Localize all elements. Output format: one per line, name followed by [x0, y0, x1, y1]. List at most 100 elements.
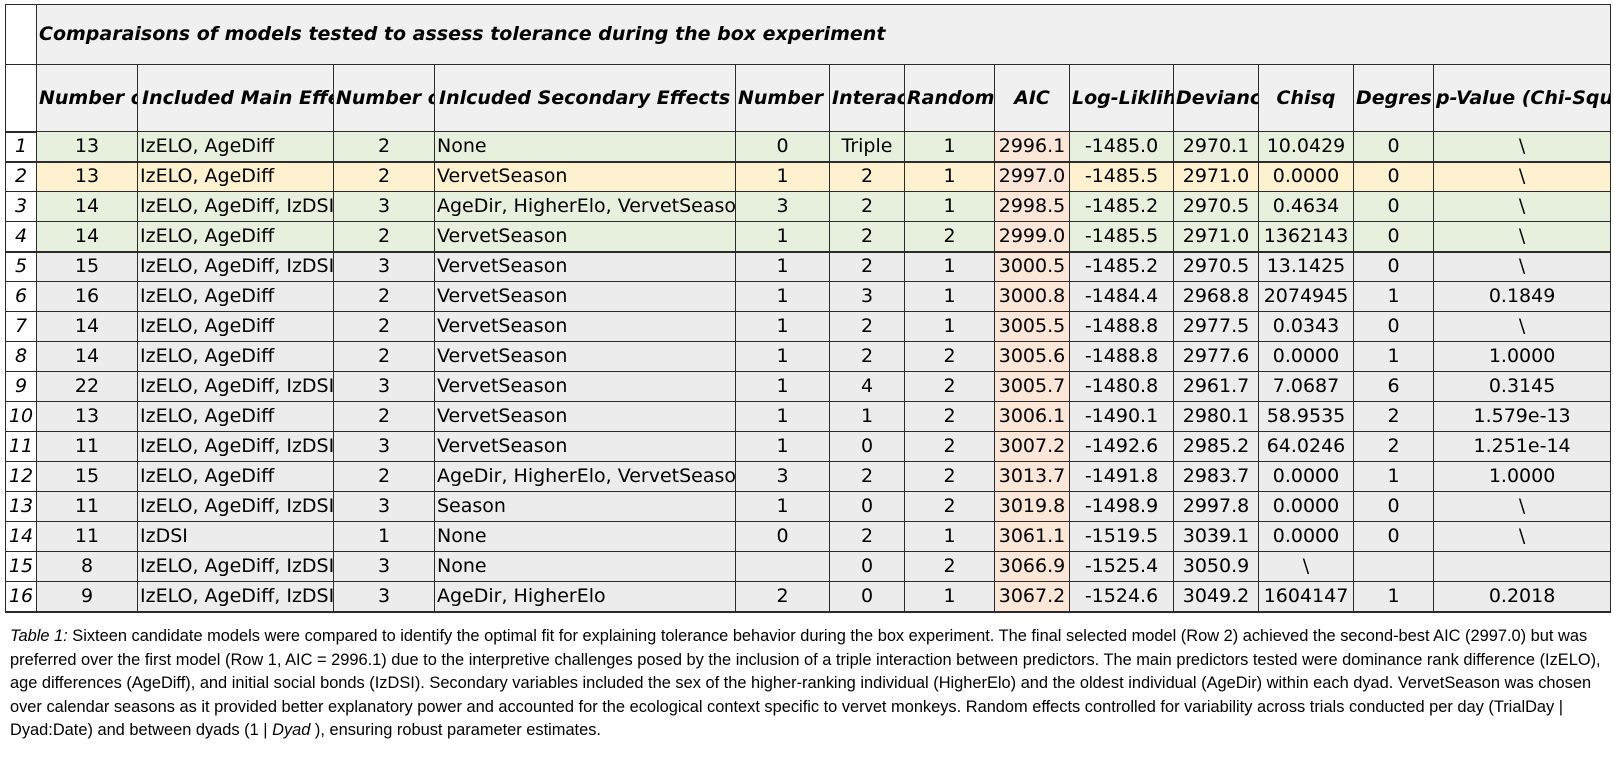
table-row: 16 9 IzELO, AgeDiff, IzDSI 3 AgeDir, HigherE…: [5, 581, 1612, 613]
cell-chisq: 0.0000: [1258, 341, 1354, 372]
cell-interaction-terms: 0: [829, 581, 905, 613]
cell-random-effects-included: 1: [904, 521, 995, 552]
column-header-deviance: Deviance: [1173, 64, 1259, 132]
table-row: 4 14 IzELO, AgeDiff 2 VervetSeason 1 2 2 2999.0-…: [5, 221, 1612, 252]
row-number: 12: [5, 461, 37, 492]
cell-degrees-of-freedom: 1: [1353, 461, 1434, 492]
cell-p-value: \: [1432, 491, 1612, 522]
cell-deviance: 2985.2: [1173, 431, 1259, 462]
table-row: 8 14 IzELO, AgeDiff 2 VervetSeason 1 2 2 3005.6-…: [5, 341, 1612, 372]
cell-degrees-of-freedom: 2: [1353, 401, 1434, 432]
table-row: 6 16 IzELO, AgeDiff 2 VervetSeason 1 3 1 3000.8-…: [5, 281, 1612, 312]
cell-interaction-terms: 0: [829, 491, 905, 522]
cell-interaction-terms: 2: [829, 521, 905, 552]
cell-random-effects-included: 1: [904, 131, 995, 162]
cell-log-likelihood: -1488.8: [1069, 341, 1174, 372]
cell-log-likelihood: -1488.8: [1069, 311, 1174, 342]
cell-num-parameters: 9: [36, 581, 138, 613]
cell-included-secondary-effects: AgeDir, HigherElo: [434, 581, 736, 613]
cell-num-main-effects: 3: [333, 551, 435, 582]
row-number: 9: [5, 371, 37, 402]
cell-p-value: [1432, 551, 1612, 582]
cell-log-likelihood: -1484.4: [1069, 281, 1174, 312]
table-row: 7 14 IzELO, AgeDiff 2 VervetSeason 1 2 1 3005.5-…: [5, 311, 1612, 342]
cell-included-main-effects: IzELO, AgeDiff, IzDSI: [137, 581, 334, 613]
cell-num-main-effects: 2: [333, 281, 435, 312]
table-row: 2 13 IzELO, AgeDiff 2 VervetSeason 1 2 1 2997.0-…: [5, 160, 1612, 192]
cell-random-effects-included: 1: [904, 581, 995, 613]
cell-num-secondary-effects: 2: [735, 581, 830, 613]
table-row: 14 11 IzDSI 1 None 0 2 1 3061.1 -1519.5 3039.1 0.00…: [5, 521, 1612, 552]
cell-random-effects-included: 1: [904, 311, 995, 342]
table-row: 3 14 IzELO, AgeDiff, IzDSI 3 AgeDir, HigherE…: [5, 191, 1612, 222]
cell-log-likelihood: -1485.5: [1069, 221, 1174, 252]
cell-degrees-of-freedom: 0: [1353, 491, 1434, 522]
cell-num-main-effects: 3: [333, 581, 435, 613]
cell-degrees-of-freedom: 0: [1353, 521, 1434, 552]
cell-num-parameters: 15: [36, 461, 138, 492]
column-header-random-effects-included: Random Effects Included: [904, 64, 995, 132]
cell-chisq: 10.0429: [1258, 131, 1354, 162]
cell-chisq: 0.4634: [1258, 191, 1354, 222]
cell-chisq: 58.9535: [1258, 401, 1354, 432]
row-number: 1: [5, 131, 37, 162]
cell-aic: 3000.8: [994, 281, 1070, 312]
cell-interaction-terms: 0: [829, 551, 905, 582]
cell-num-main-effects: 2: [333, 221, 435, 252]
cell-p-value: 0.2018: [1432, 581, 1612, 613]
cell-log-likelihood: -1485.0: [1069, 131, 1174, 162]
cell-random-effects-included: 2: [904, 341, 995, 372]
cell-degrees-of-freedom: 1: [1353, 341, 1434, 372]
row-number: 5: [5, 250, 37, 282]
table-row: 13 11 IzELO, AgeDiff, IzDSI 3 Season 1 0 2 3019.…: [5, 491, 1612, 522]
cell-chisq: 1604147: [1258, 581, 1354, 613]
column-header-interaction-terms: Interactio n Terms: [829, 64, 905, 132]
cell-interaction-terms: 2: [829, 311, 905, 342]
caption-italic-term: Dyad: [272, 721, 311, 740]
table-row: 1 13 IzELO, AgeDiff 2 None 0 Triple 1 2996.1 -148…: [5, 131, 1612, 162]
cell-chisq: 2074945: [1258, 281, 1354, 312]
cell-interaction-terms: 2: [829, 250, 905, 282]
row-number: 11: [5, 431, 37, 462]
cell-chisq: 0.0000: [1258, 461, 1354, 492]
cell-log-likelihood: -1492.6: [1069, 431, 1174, 462]
corner-cell: [5, 4, 37, 65]
cell-included-main-effects: IzELO, AgeDiff, IzDSI: [137, 491, 334, 522]
column-header-aic: AIC: [994, 64, 1070, 132]
cell-interaction-terms: 2: [829, 160, 905, 192]
cell-deviance: 2968.8: [1173, 281, 1259, 312]
cell-p-value: 1.251e-14: [1432, 431, 1612, 462]
cell-aic: 3066.9: [994, 551, 1070, 582]
cell-included-main-effects: IzELO, AgeDiff: [137, 281, 334, 312]
table-row: 12 15 IzELO, AgeDiff 2 AgeDir, HigherElo, Ve…: [5, 461, 1612, 492]
cell-deviance: 2971.0: [1173, 160, 1259, 192]
cell-num-main-effects: 3: [333, 250, 435, 282]
cell-chisq: 0.0343: [1258, 311, 1354, 342]
cell-deviance: 2970.5: [1173, 191, 1259, 222]
cell-aic: 3013.7: [994, 461, 1070, 492]
cell-num-parameters: 13: [36, 160, 138, 192]
cell-num-main-effects: 3: [333, 491, 435, 522]
column-header-chisq: Chisq: [1258, 64, 1354, 132]
cell-degrees-of-freedom: 6: [1353, 371, 1434, 402]
row-number: 10: [5, 401, 37, 432]
cell-aic: 3000.5: [994, 250, 1070, 282]
cell-num-parameters: 8: [36, 551, 138, 582]
cell-aic: 2997.0: [994, 160, 1070, 192]
cell-num-parameters: 14: [36, 341, 138, 372]
cell-included-secondary-effects: VervetSeason: [434, 341, 736, 372]
cell-chisq: 7.0687: [1258, 371, 1354, 402]
cell-included-main-effects: IzELO, AgeDiff: [137, 221, 334, 252]
cell-random-effects-included: 2: [904, 431, 995, 462]
cell-interaction-terms: 2: [829, 221, 905, 252]
cell-num-secondary-effects: 1: [735, 371, 830, 402]
cell-included-secondary-effects: VervetSeason: [434, 281, 736, 312]
caption-text-end: ), ensuring robust parameter estimates.: [310, 721, 601, 740]
cell-aic: 3061.1: [994, 521, 1070, 552]
cell-p-value: 0.3145: [1432, 371, 1612, 402]
cell-included-secondary-effects: None: [434, 131, 736, 162]
cell-degrees-of-freedom: 2: [1353, 431, 1434, 462]
cell-deviance: 2977.5: [1173, 311, 1259, 342]
cell-aic: 3005.5: [994, 311, 1070, 342]
